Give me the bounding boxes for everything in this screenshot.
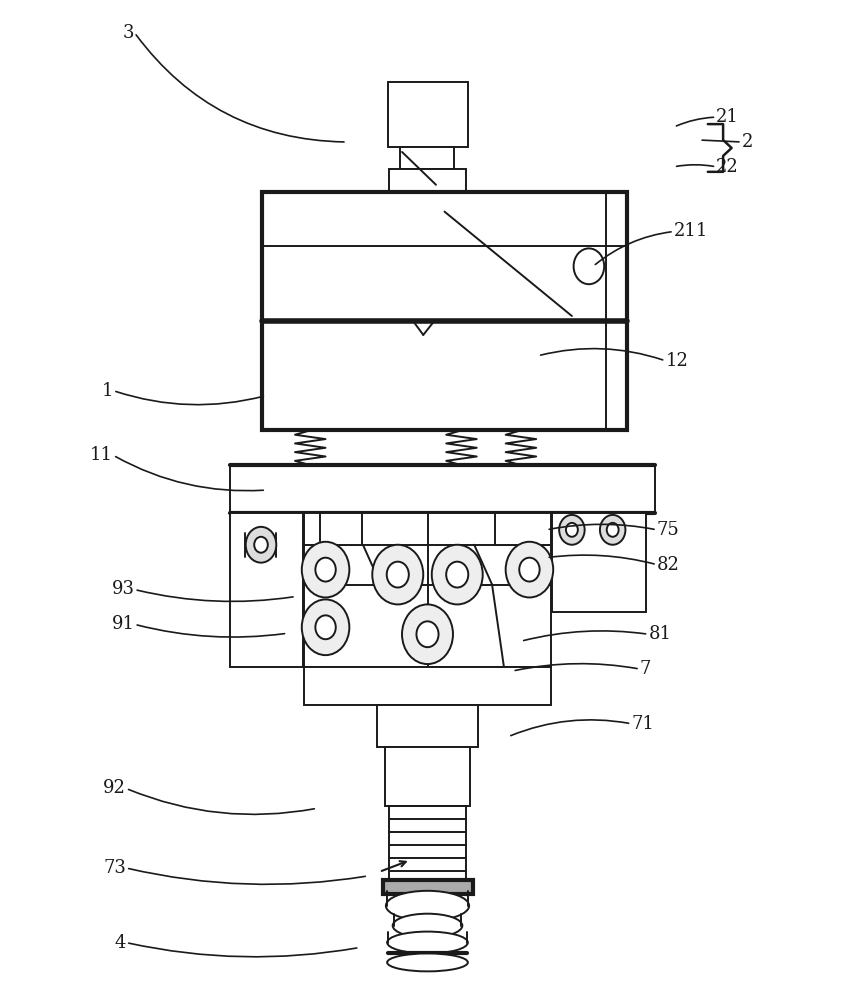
Text: 4: 4 [115,934,126,952]
Bar [383,880,473,894]
Text: 82: 82 [657,556,680,574]
Circle shape [416,621,439,647]
Bar [304,667,551,705]
Circle shape [254,537,268,553]
Text: 2: 2 [742,133,753,151]
Bar [231,513,303,667]
Circle shape [600,515,625,545]
Circle shape [566,523,578,537]
Circle shape [302,599,350,655]
Circle shape [519,558,540,582]
Ellipse shape [392,914,463,938]
Bar [262,192,627,430]
Circle shape [402,604,453,664]
Text: 11: 11 [91,446,113,464]
Ellipse shape [387,932,468,953]
Bar [376,705,479,747]
Bar [387,82,469,147]
Text: 93: 93 [111,580,134,598]
Text: 211: 211 [674,223,708,240]
Circle shape [432,545,483,604]
Text: 81: 81 [648,625,671,643]
Bar [552,513,646,612]
Text: 21: 21 [716,108,740,126]
Bar [389,169,466,191]
Bar [304,513,551,667]
Circle shape [302,542,350,597]
Circle shape [574,248,604,284]
Ellipse shape [387,953,468,971]
Text: 91: 91 [111,615,134,633]
Bar [385,747,470,806]
Circle shape [315,615,336,639]
Circle shape [315,558,336,582]
Text: 1: 1 [102,382,113,400]
Text: 92: 92 [103,779,126,797]
Text: 3: 3 [123,24,134,42]
Bar [400,147,454,169]
Text: 75: 75 [657,521,680,539]
Text: 7: 7 [640,660,652,678]
Circle shape [372,545,423,604]
Text: 71: 71 [631,715,654,733]
Circle shape [446,562,469,588]
Circle shape [386,562,409,588]
Text: 12: 12 [665,352,688,370]
Text: 22: 22 [716,158,739,176]
Circle shape [607,523,619,537]
Circle shape [559,515,585,545]
Bar [320,513,363,545]
Bar [231,465,655,513]
Bar [495,513,551,545]
Circle shape [505,542,553,597]
Text: 73: 73 [103,859,126,877]
Ellipse shape [386,891,469,921]
Circle shape [245,527,276,563]
